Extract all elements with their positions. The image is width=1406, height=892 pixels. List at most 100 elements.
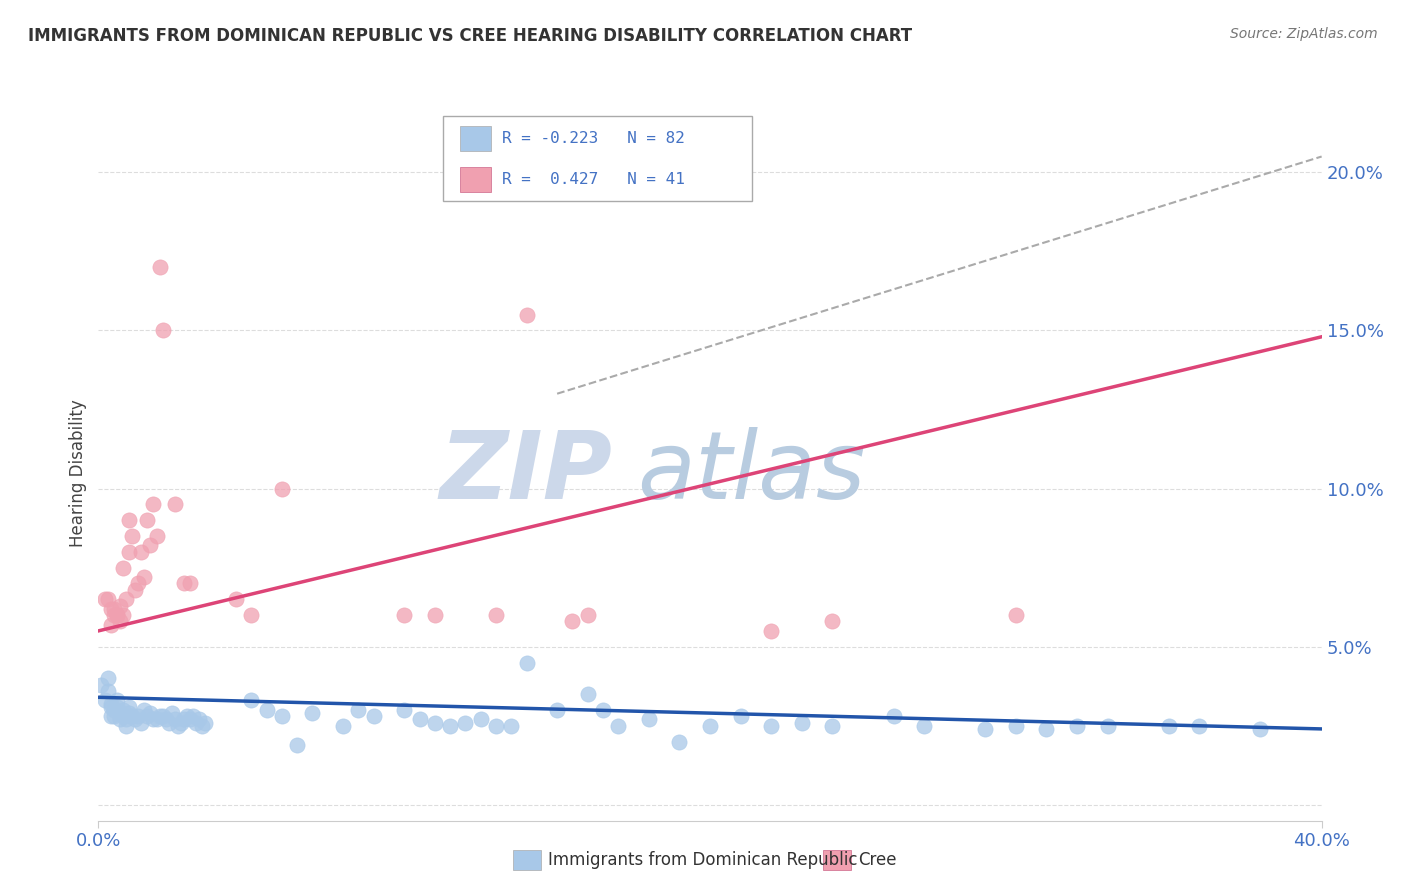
Point — [103, 608, 125, 623]
Point — [149, 709, 172, 723]
Point — [118, 545, 141, 559]
Text: R =  0.427   N = 41: R = 0.427 N = 41 — [502, 172, 685, 186]
Point — [173, 576, 195, 591]
Point — [127, 709, 149, 723]
Point — [1097, 719, 1119, 733]
Point — [759, 624, 782, 638]
Point — [139, 706, 162, 720]
Point — [912, 719, 935, 733]
Point — [668, 734, 690, 748]
Point — [1249, 722, 1271, 736]
Point — [759, 719, 782, 733]
Point — [974, 722, 997, 736]
Point — [256, 703, 278, 717]
Point — [470, 713, 492, 727]
Point — [152, 323, 174, 337]
Point — [592, 703, 614, 717]
Text: R = -0.223   N = 82: R = -0.223 N = 82 — [502, 131, 685, 146]
Point — [105, 608, 128, 623]
Point — [100, 697, 122, 711]
Point — [115, 713, 138, 727]
Point — [108, 599, 131, 613]
Point — [501, 719, 523, 733]
Point — [142, 497, 165, 511]
Point — [108, 706, 131, 720]
Point — [170, 715, 193, 730]
Point — [408, 713, 430, 727]
Point — [240, 608, 263, 623]
Point — [97, 592, 120, 607]
Point — [100, 709, 122, 723]
Point — [790, 715, 813, 730]
Point — [392, 703, 416, 717]
Point — [176, 709, 198, 723]
Point — [561, 615, 583, 629]
Point — [115, 719, 138, 733]
Text: Immigrants from Dominican Republic: Immigrants from Dominican Republic — [548, 851, 858, 869]
Text: Cree: Cree — [858, 851, 896, 869]
Point — [134, 570, 156, 584]
Point — [134, 703, 156, 717]
Point — [485, 608, 508, 623]
Point — [90, 678, 112, 692]
Point — [108, 615, 131, 629]
Point — [516, 308, 538, 322]
Point — [100, 699, 122, 714]
Point — [576, 608, 599, 623]
Point — [1157, 719, 1180, 733]
Point — [173, 713, 195, 727]
Point — [363, 709, 385, 723]
Point — [1004, 608, 1026, 623]
Point — [285, 738, 308, 752]
Text: Source: ZipAtlas.com: Source: ZipAtlas.com — [1230, 27, 1378, 41]
Point — [121, 529, 143, 543]
Point — [576, 687, 599, 701]
Point — [347, 703, 370, 717]
Point — [821, 615, 844, 629]
Point — [97, 684, 120, 698]
Point — [105, 608, 128, 623]
Point — [127, 576, 149, 591]
Point — [105, 699, 128, 714]
Point — [270, 709, 292, 723]
Point — [136, 513, 159, 527]
Point — [392, 608, 416, 623]
Point — [103, 703, 125, 717]
Point — [129, 715, 152, 730]
Point — [332, 719, 354, 733]
Point — [108, 713, 131, 727]
Point — [93, 592, 115, 607]
Point — [121, 709, 143, 723]
Point — [118, 699, 141, 714]
Point — [821, 719, 844, 733]
Point — [179, 576, 201, 591]
Point — [883, 709, 905, 723]
Point — [270, 482, 292, 496]
Point — [155, 713, 177, 727]
Point — [225, 592, 247, 607]
Point — [129, 545, 152, 559]
Point — [142, 713, 165, 727]
Point — [439, 719, 461, 733]
Point — [93, 693, 115, 707]
Point — [111, 703, 134, 717]
Point — [136, 709, 159, 723]
Point — [1188, 719, 1211, 733]
Point — [111, 608, 134, 623]
Point — [163, 713, 186, 727]
Point — [179, 713, 201, 727]
Text: ZIP: ZIP — [439, 426, 612, 519]
Point — [1035, 722, 1057, 736]
Point — [152, 709, 174, 723]
Text: atlas: atlas — [637, 427, 865, 518]
Point — [157, 715, 180, 730]
Point — [100, 601, 122, 615]
Text: IMMIGRANTS FROM DOMINICAN REPUBLIC VS CREE HEARING DISABILITY CORRELATION CHART: IMMIGRANTS FROM DOMINICAN REPUBLIC VS CR… — [28, 27, 912, 45]
Point — [516, 656, 538, 670]
Point — [145, 529, 167, 543]
Point — [160, 706, 183, 720]
Point — [1066, 719, 1088, 733]
Point — [454, 715, 477, 730]
Point — [186, 715, 208, 730]
Point — [485, 719, 508, 733]
